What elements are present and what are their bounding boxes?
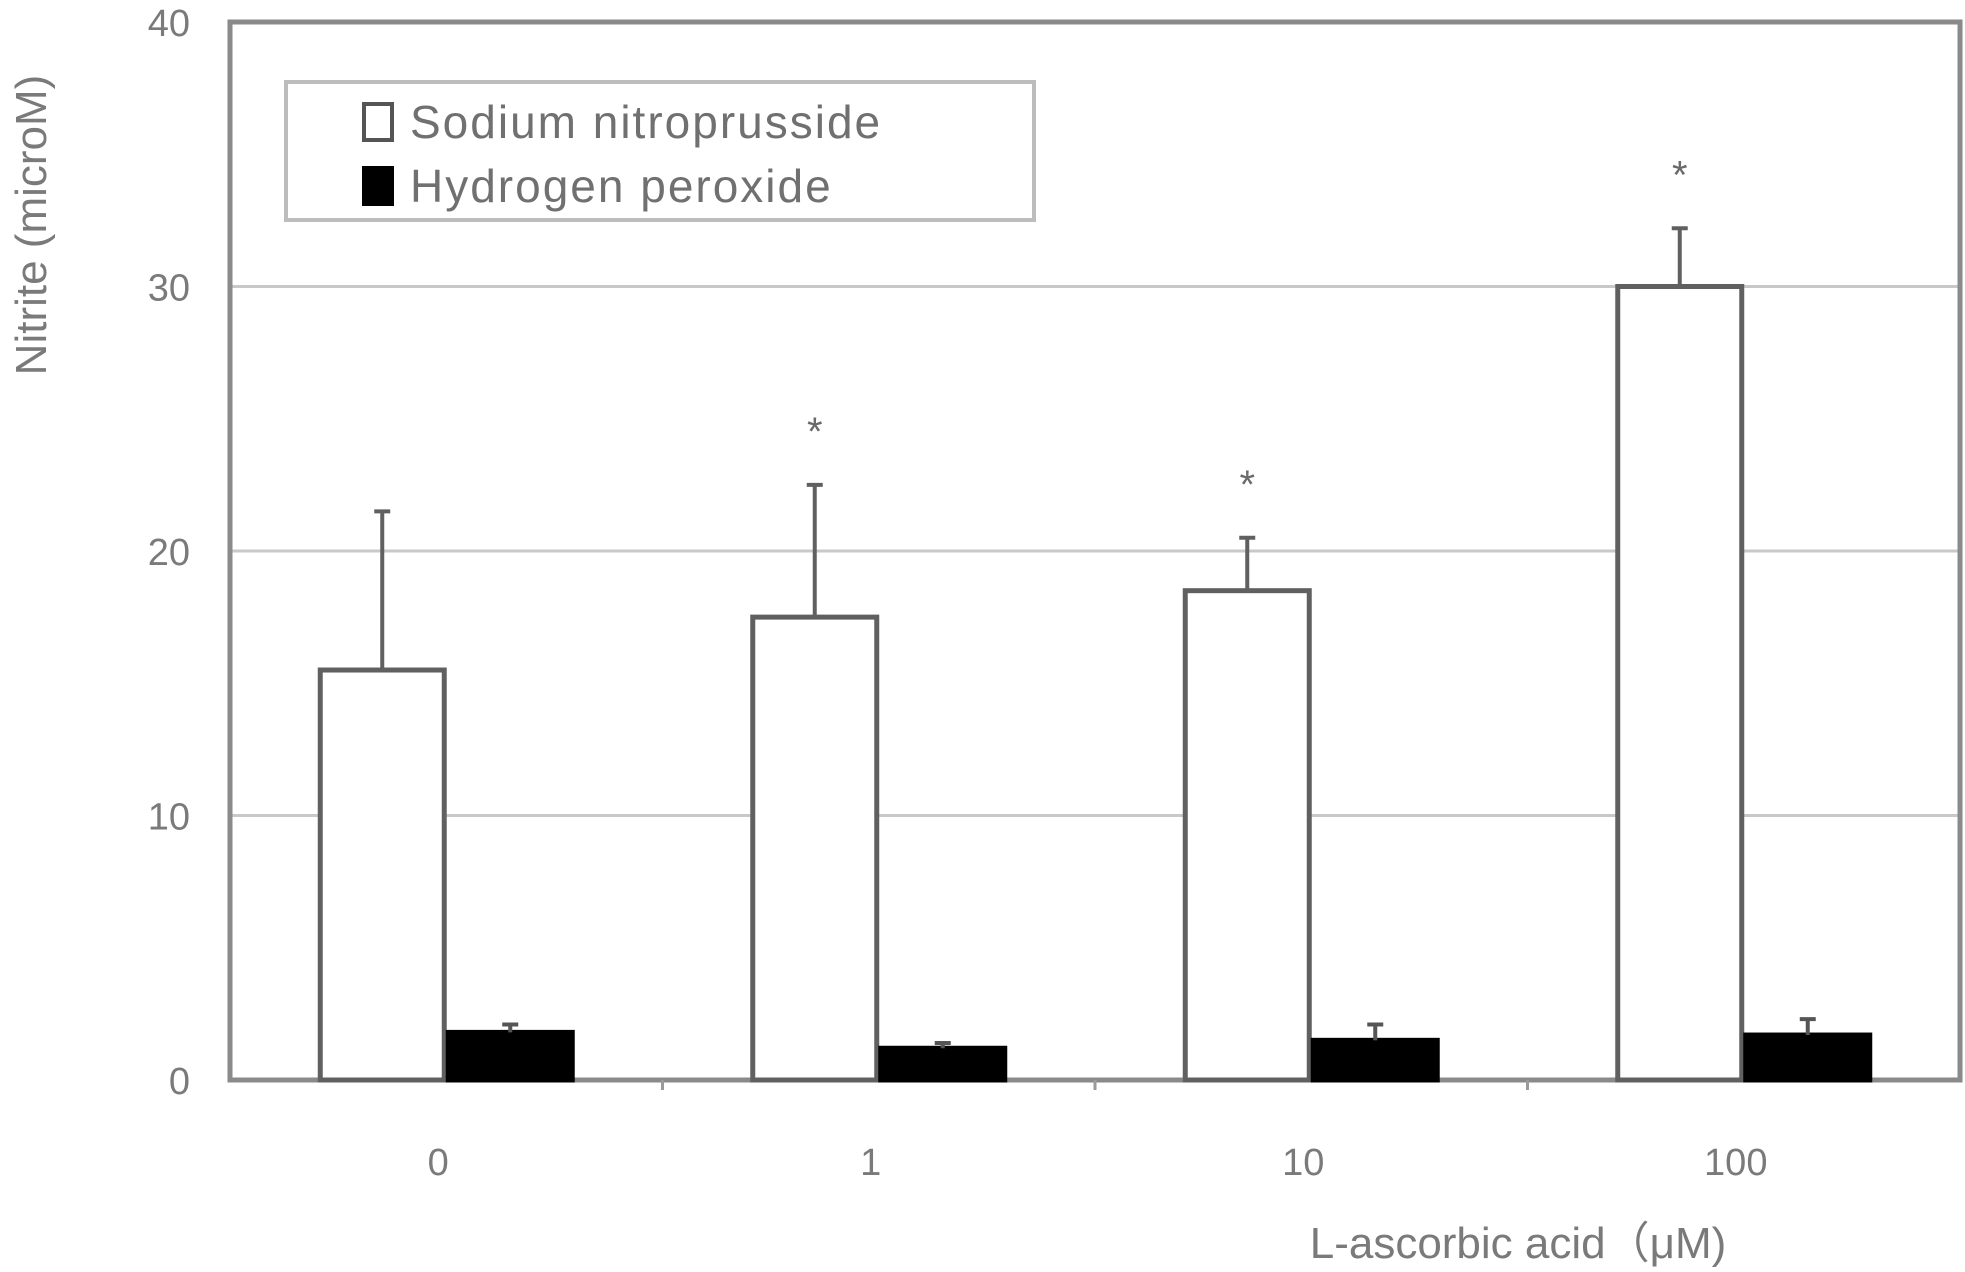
y-tick-label: 20 <box>148 532 190 574</box>
bar-hydrogen-peroxide <box>878 1045 1008 1083</box>
bar-sodium-nitroprusside <box>1615 284 1745 1083</box>
bar-hydrogen-peroxide <box>1743 1032 1873 1083</box>
bars: * * * <box>317 153 1873 1083</box>
bar-sodium-nitroprusside <box>750 614 880 1083</box>
legend-label-hydrogen-peroxide: Hydrogen peroxide <box>410 160 833 212</box>
y-axis-title: Nitrite (microM) <box>7 75 56 376</box>
x-tick-label: 100 <box>1704 1142 1767 1184</box>
y-tick-label: 0 <box>169 1061 190 1103</box>
axis-ticks: 0 10 20 30 40 0 1 10 100 <box>148 3 1768 1184</box>
legend: Sodium nitroprusside Hydrogen peroxide <box>284 80 1036 222</box>
bar-hydrogen-peroxide <box>445 1029 575 1083</box>
significance-marker: * <box>807 410 823 454</box>
x-tick-label: 1 <box>860 1142 881 1184</box>
legend-box <box>284 80 1036 222</box>
y-tick-label: 10 <box>148 797 190 839</box>
x-tick-label: 10 <box>1282 1142 1324 1184</box>
bar-sodium-nitroprusside <box>1182 588 1312 1083</box>
significance-marker: * <box>1239 463 1255 507</box>
legend-swatch-sodium-nitroprusside <box>362 102 394 142</box>
significance-marker: * <box>1672 153 1688 197</box>
x-axis-title: L-ascorbic acid（μM) <box>1310 1219 1727 1268</box>
legend-swatch-hydrogen-peroxide <box>362 166 394 206</box>
y-tick-label: 30 <box>148 268 190 310</box>
legend-label-sodium-nitroprusside: Sodium nitroprusside <box>410 96 882 148</box>
bar-hydrogen-peroxide <box>1310 1037 1440 1083</box>
bar-sodium-nitroprusside <box>317 667 447 1083</box>
y-tick-label: 40 <box>148 3 190 45</box>
x-tick-label: 0 <box>428 1142 449 1184</box>
